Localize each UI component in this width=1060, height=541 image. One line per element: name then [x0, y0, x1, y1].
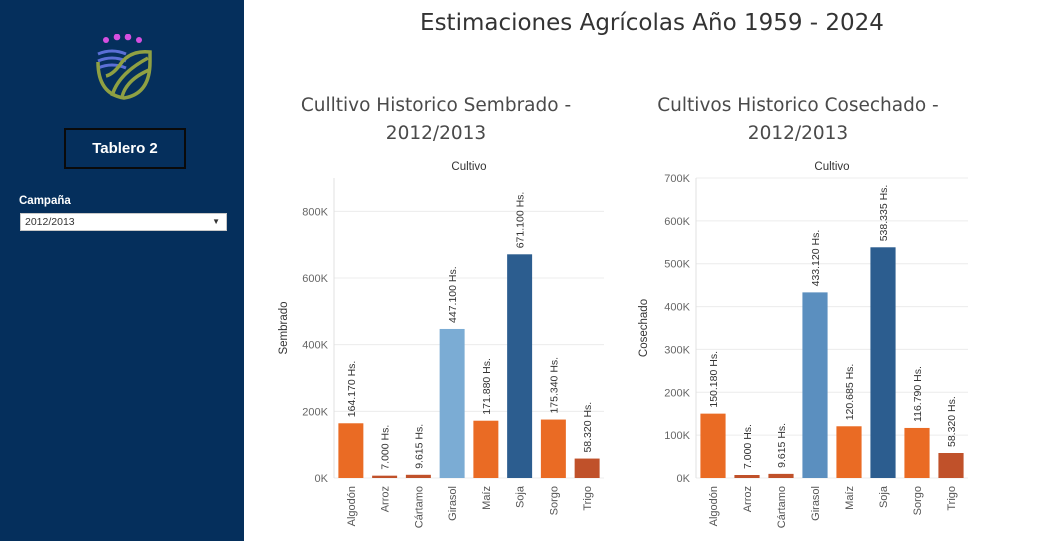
chart1-title-line2: 2012/2013 — [386, 123, 486, 144]
chart1-title-line1: Culltivo Historico Sembrado - — [301, 95, 571, 116]
chart1-data-label: 671.100 Hs. — [515, 192, 527, 249]
chart1-data-label: 171.880 Hs. — [481, 358, 493, 415]
page-title: Estimaciones Agrícolas Año 1959 - 2024 — [420, 10, 884, 36]
chart1-y-tick-label: 200K — [302, 406, 328, 418]
chart2-y-tick-label: 100K — [664, 430, 690, 442]
chart1-y-tick-label: 400K — [302, 340, 328, 352]
chart1-bar — [338, 423, 364, 478]
chart1-data-label: 175.340 Hs. — [548, 357, 560, 414]
chart2-category-label: Sorgo — [912, 486, 924, 515]
chart2-category-label: Arroz — [742, 486, 754, 512]
chart2-title-line2: 2012/2013 — [748, 123, 848, 144]
chart2-data-label: 58.320 Hs. — [946, 396, 958, 447]
chart2-data-label: 538.335 Hs. — [878, 185, 890, 242]
chart2-title-line1: Cultivos Historico Cosechado - — [657, 95, 938, 116]
chart1-bar — [372, 475, 398, 478]
chart2-y-tick-label: 0K — [677, 473, 691, 485]
chart2-y-tick-label: 400K — [664, 302, 690, 314]
chart2-y-tick-label: 300K — [664, 344, 690, 356]
chart1-category-label: Soja — [515, 485, 527, 508]
chart1-y-tick-label: 800K — [302, 206, 328, 218]
chart1-y-axis-title: Sembrado — [278, 301, 290, 354]
chart2-bar — [734, 475, 760, 478]
chevron-down-icon[interactable]: ▼ — [212, 217, 220, 226]
chart1-data-label: 447.100 Hs. — [447, 266, 459, 323]
chart1-category-label: Girasol — [447, 486, 459, 521]
campaign-dropdown-value: 2012/2013 — [25, 216, 75, 228]
chart2-category-label: Girasol — [810, 486, 822, 521]
sidebar: Tablero 2 Campaña 2012/2013 ▼ — [0, 0, 244, 541]
chart1-category-label: Maíz — [481, 486, 493, 510]
chart1-bar — [574, 458, 600, 478]
tablero-button[interactable]: Tablero 2 — [64, 128, 186, 169]
chart1-bar — [473, 420, 499, 478]
chart2-category-label: Soja — [878, 485, 890, 508]
chart1-y-tick-label: 600K — [302, 273, 328, 285]
chart2-bar — [904, 427, 930, 478]
chart2-bar — [768, 473, 794, 478]
chart1-data-label: 58.320 Hs. — [582, 402, 594, 453]
chart2-data-label: 150.180 Hs. — [708, 351, 720, 408]
chart1-category-label: Cártamo — [413, 486, 425, 528]
chart2-x-axis-title: Cultivo — [814, 161, 849, 173]
chart2-category-label: Trigo — [946, 486, 958, 511]
campaign-filter-label: Campaña — [19, 195, 71, 207]
chart2-data-label: 7.000 Hs. — [742, 424, 754, 469]
chart2-data-label: 433.120 Hs. — [810, 230, 822, 287]
chart2-y-tick-label: 200K — [664, 387, 690, 399]
chart2-bar — [700, 413, 726, 478]
chart1-category-label: Sorgo — [548, 486, 560, 515]
chart2-y-axis-title: Cosechado — [638, 299, 650, 357]
chart1-data-label: 9.615 Hs. — [413, 424, 425, 469]
chart2-category-label: Algodón — [708, 486, 720, 526]
chart1-y-tick-label: 0K — [315, 473, 329, 485]
chart2-category-label: Maíz — [844, 486, 856, 510]
logo-icon — [96, 34, 152, 100]
chart2-y-tick-label: 500K — [664, 259, 690, 271]
chart2-data-label: 120.685 Hs. — [844, 364, 856, 421]
chart1-data-label: 164.170 Hs. — [346, 361, 358, 418]
chart2-bar — [836, 426, 862, 478]
chart2-data-label: 116.790 Hs. — [912, 366, 924, 422]
chart1-category-label: Trigo — [582, 486, 594, 511]
campaign-dropdown[interactable]: 2012/2013 ▼ — [20, 213, 227, 231]
chart2-category-label: Cártamo — [776, 486, 788, 528]
chart1-data-label: 7.000 Hs. — [380, 425, 392, 470]
chart1-bar — [507, 254, 533, 478]
chart1-bar — [405, 474, 431, 478]
chart1-category-label: Arroz — [380, 486, 392, 512]
chart2-y-tick-label: 600K — [664, 216, 690, 228]
chart2-y-tick-label: 700K — [664, 173, 690, 185]
chart1-x-axis-title: Cultivo — [451, 161, 486, 173]
chart2-data-label: 9.615 Hs. — [776, 423, 788, 468]
chart1-bar — [439, 328, 465, 478]
chart2-bar — [870, 247, 896, 478]
chart2-bar — [938, 453, 964, 478]
chart2-bar — [802, 292, 828, 478]
chart1-bar — [540, 419, 566, 478]
chart1-category-label: Algodón — [346, 486, 358, 526]
